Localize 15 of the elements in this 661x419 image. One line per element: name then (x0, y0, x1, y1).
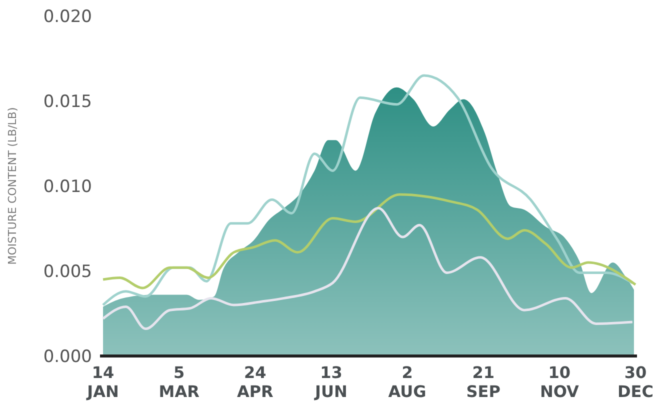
x-tick-label: 10 NOV (540, 363, 580, 401)
x-tick-label: 24 APR (236, 363, 274, 401)
y-tick-label: 0.015 (43, 92, 92, 112)
y-tick-label: 0.005 (43, 262, 92, 282)
y-tick-label: 0.010 (43, 177, 92, 198)
x-tick-label: 13 JUN (314, 363, 348, 401)
y-tick-label: 0.020 (43, 7, 92, 28)
line-series (102, 206, 634, 330)
line-series (102, 74, 634, 306)
x-tick-label: 5 MAR (158, 363, 200, 401)
x-tick-label: 21 SEP (466, 363, 501, 401)
x-tick-label: 2 AUG (388, 363, 426, 401)
x-tick-label: 30 DEC (618, 363, 654, 401)
line-series (102, 193, 637, 290)
y-axis-title: MOISTURE CONTENT (LB/LB) (6, 107, 19, 265)
